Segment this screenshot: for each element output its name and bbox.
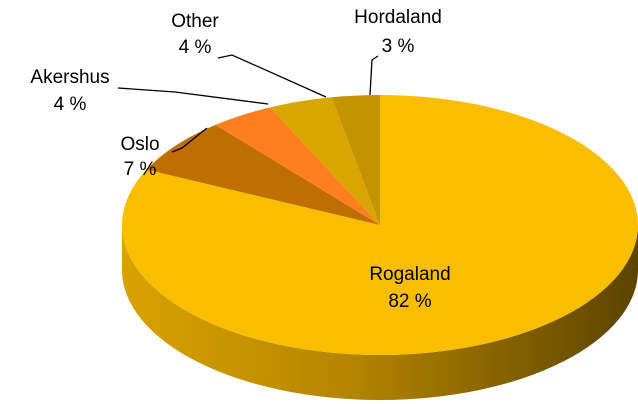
- pie-slice: [331, 95, 380, 225]
- slice-value-label: 4 %: [179, 37, 212, 58]
- pie-slice: [270, 97, 380, 225]
- leader-line: [369, 55, 379, 96]
- slice-label: Hordaland: [354, 7, 442, 28]
- slice-label: Rogaland: [369, 264, 450, 285]
- pie-side: [122, 225, 638, 400]
- slice-label: Akershus: [30, 67, 109, 88]
- pie-slice: [146, 124, 380, 225]
- slice-label: Oslo: [120, 134, 159, 155]
- slice-label: Other: [171, 11, 219, 32]
- slice-value-label: 3 %: [382, 36, 415, 57]
- leader-line: [117, 87, 269, 105]
- slice-value-label: 7 %: [124, 159, 157, 180]
- slice-value-label: 82 %: [388, 291, 431, 312]
- pie-slice: [215, 107, 380, 225]
- slice-value-label: 4 %: [54, 94, 87, 115]
- leader-line: [217, 54, 327, 98]
- leader-line: [171, 127, 208, 153]
